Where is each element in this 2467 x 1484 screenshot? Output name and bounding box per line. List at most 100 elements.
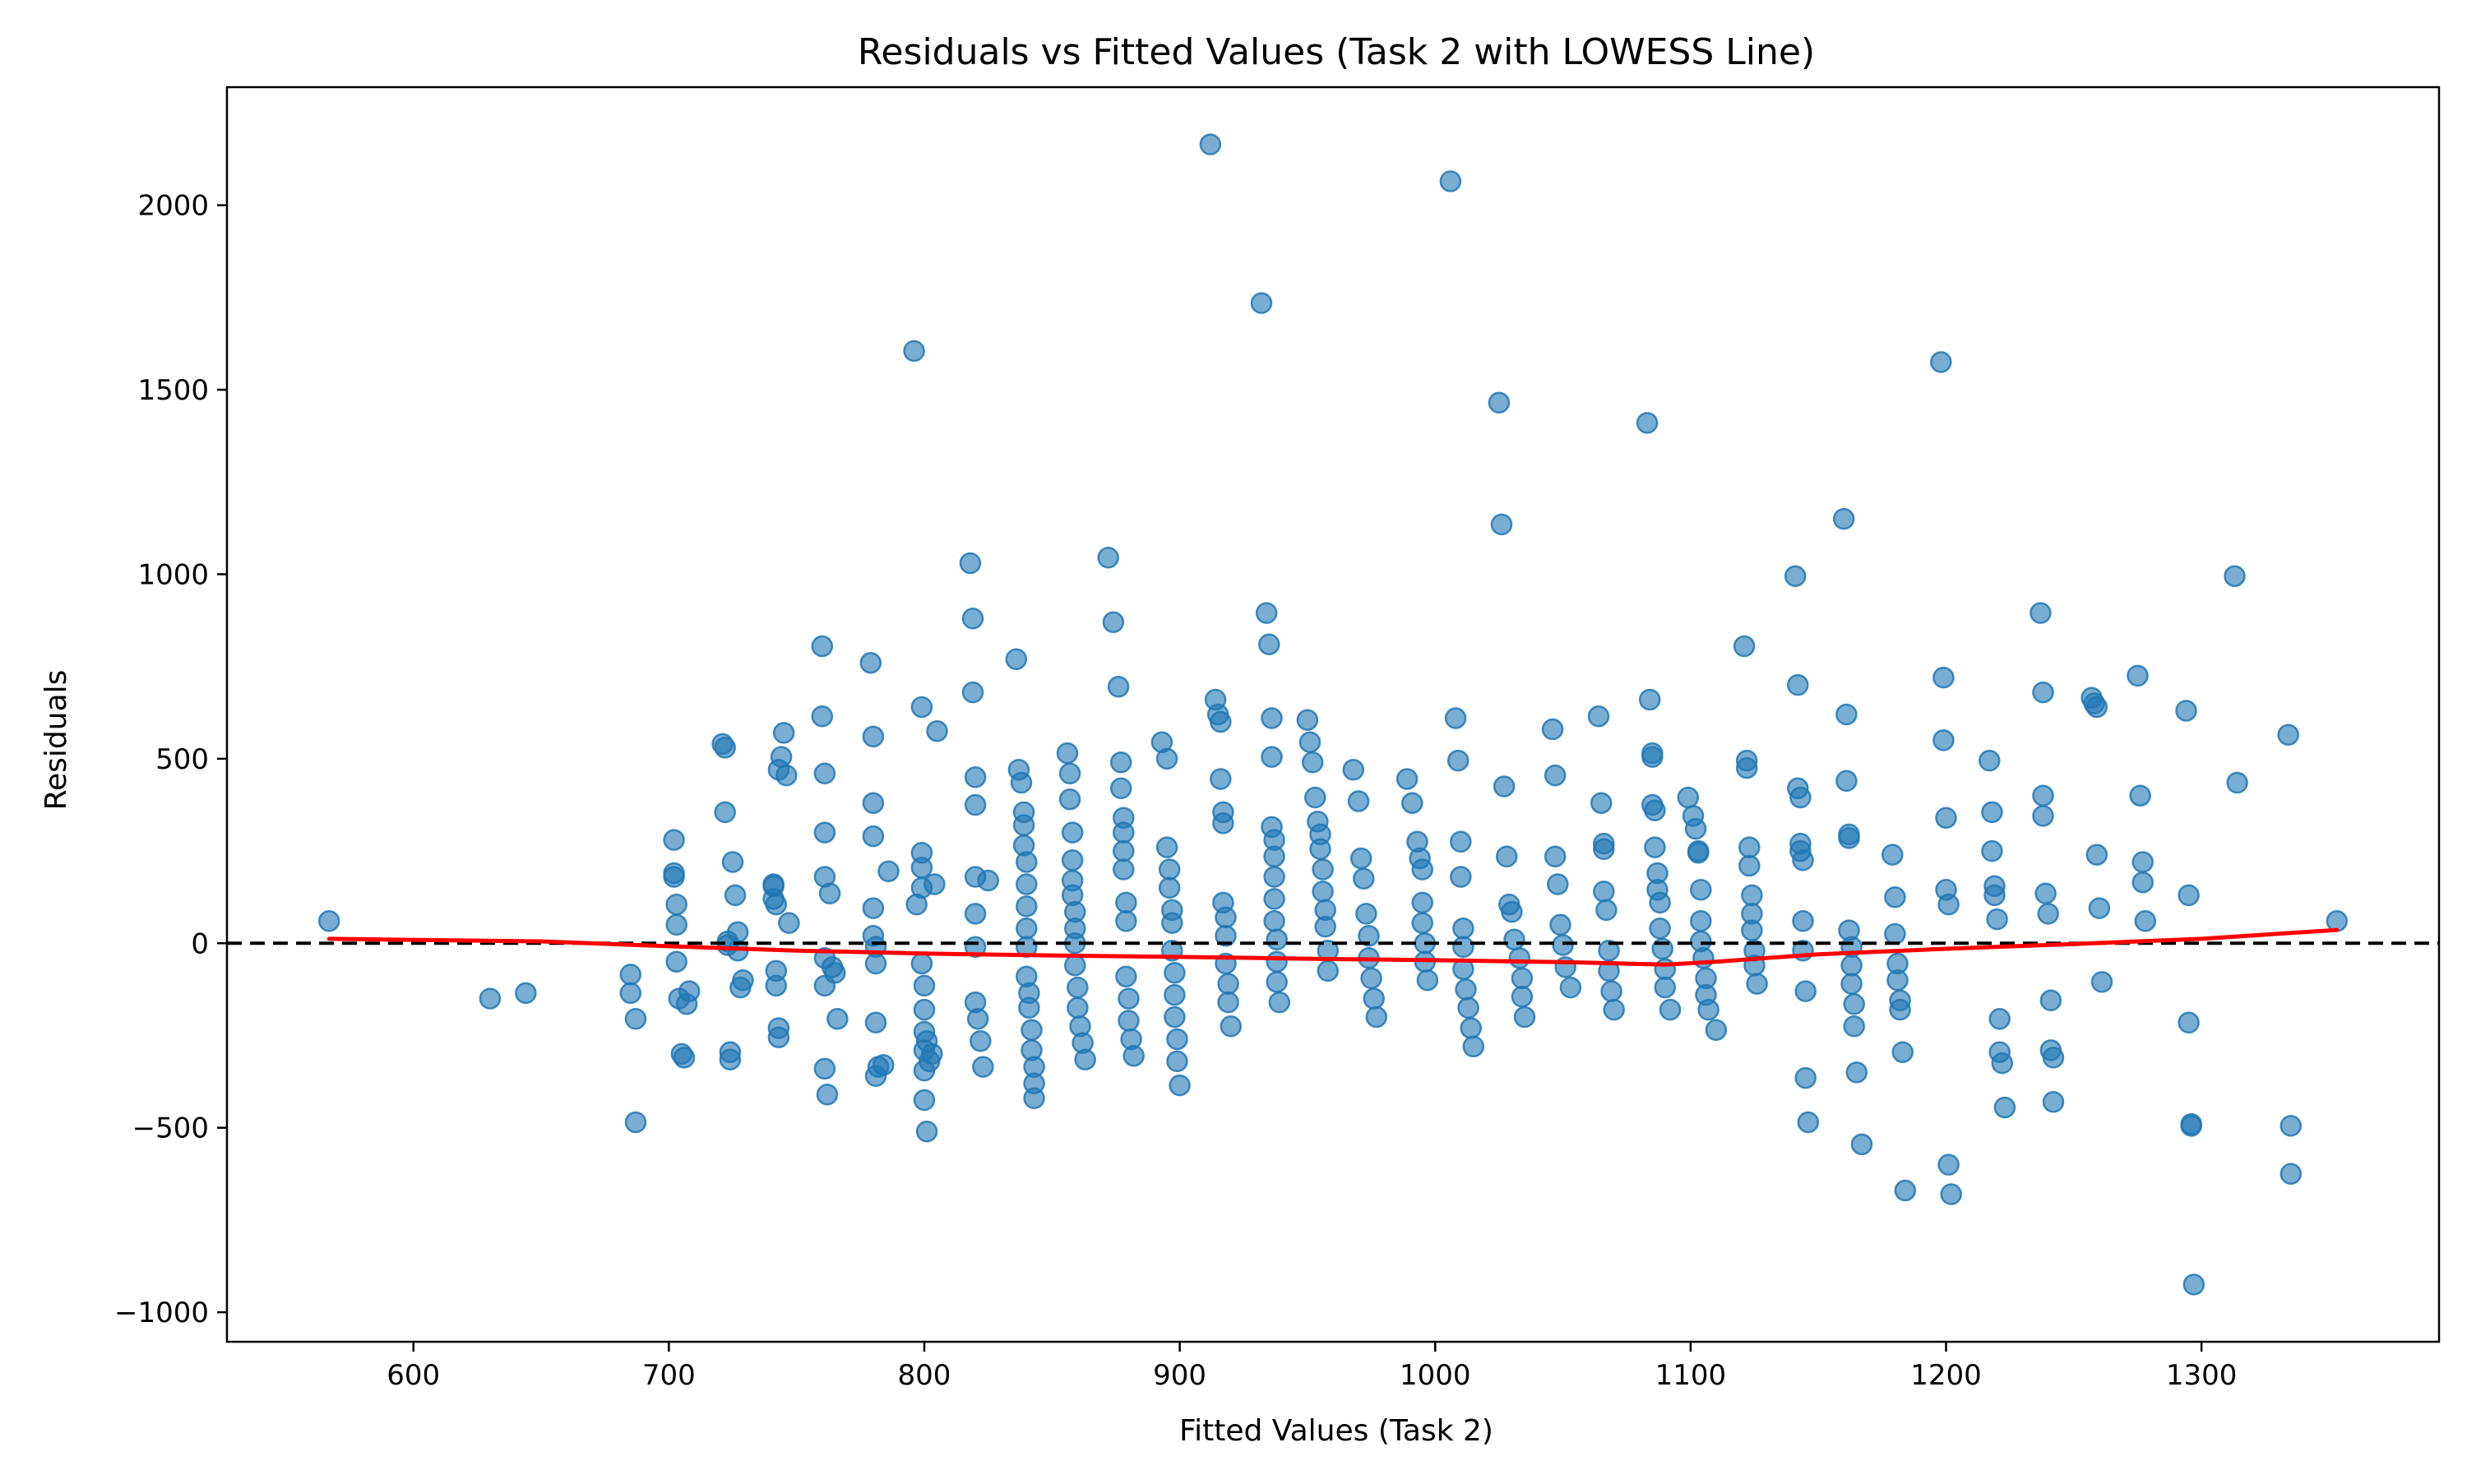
residual-point — [1493, 775, 1516, 797]
residual-point — [726, 921, 749, 944]
residual-point — [1263, 845, 1285, 868]
residual-point — [1210, 768, 1232, 790]
residual-point — [1457, 996, 1479, 1019]
residual-point — [1789, 786, 1812, 809]
residual-point — [1166, 1050, 1188, 1073]
residual-point — [1016, 918, 1038, 940]
residual-point — [1794, 1066, 1817, 1089]
residual-point — [1217, 991, 1239, 1014]
residual-point — [1690, 878, 1712, 901]
residual-point — [903, 340, 925, 363]
residual-point — [1544, 764, 1567, 787]
y-tick-label: 2000 — [137, 190, 209, 223]
residual-point — [2175, 700, 2197, 722]
residual-point — [665, 893, 687, 916]
residual-point — [2182, 1274, 2205, 1296]
y-tick-label: 1000 — [137, 558, 209, 591]
residual-point — [1644, 836, 1666, 858]
residual-point — [765, 974, 788, 997]
residual-point — [1263, 910, 1285, 932]
residual-point — [921, 1042, 943, 1066]
residual-point — [2224, 565, 2246, 587]
lowess-curve — [326, 927, 2340, 967]
residual-point — [1016, 873, 1038, 895]
residual-point — [624, 1008, 647, 1030]
chart-title: Residuals vs Fitted Values (Task 2 with … — [858, 31, 1815, 73]
residual-point — [663, 829, 685, 851]
residual-point — [816, 1084, 839, 1106]
residual-point — [1593, 838, 1615, 861]
residual-point — [721, 851, 744, 873]
residual-point — [2032, 805, 2054, 827]
residual-point — [1268, 991, 1291, 1014]
scatter-points — [317, 133, 2349, 1296]
residual-point — [1304, 786, 1326, 809]
residual-point — [1122, 1044, 1145, 1067]
residual-point — [1787, 673, 1809, 696]
residual-point — [1263, 888, 1285, 910]
x-tick-label: 1200 — [1910, 1359, 1982, 1392]
residual-point — [864, 952, 887, 975]
residual-point — [1212, 812, 1234, 834]
residual-point — [1488, 391, 1511, 414]
residual-point — [1349, 847, 1372, 870]
residual-point — [966, 1008, 989, 1030]
residual-point — [1118, 987, 1140, 1010]
residual-point — [1792, 849, 1814, 871]
residual-point — [2085, 844, 2108, 866]
residual-point — [732, 969, 754, 992]
residual-point — [1654, 958, 1677, 980]
residual-point — [772, 722, 795, 744]
residual-point — [1158, 858, 1181, 881]
residual-point — [1113, 821, 1135, 844]
residual-point — [1298, 731, 1321, 753]
residual-point — [1309, 838, 1331, 861]
x-tick-label: 800 — [898, 1359, 951, 1392]
residual-point — [2178, 884, 2200, 907]
residual-point — [1784, 565, 1807, 587]
residual-point — [1067, 976, 1089, 999]
residual-point — [826, 1008, 849, 1030]
residual-point — [915, 1120, 938, 1143]
y-axis-ticks: −1000 −500 0 500 1000 1500 2000 — [114, 190, 227, 1329]
residual-point — [1891, 1041, 1914, 1063]
residual-point — [2280, 1163, 2303, 1186]
residual-point — [970, 1029, 992, 1052]
residual-point — [813, 1057, 836, 1080]
residual-point — [2134, 910, 2157, 932]
residual-point — [1845, 1061, 1868, 1084]
residual-point — [1058, 762, 1081, 785]
residual-point — [724, 884, 747, 907]
residual-point — [1983, 884, 2006, 907]
residual-point — [2280, 1115, 2303, 1137]
residual-point — [1365, 1006, 1388, 1029]
residual-point — [2032, 681, 2054, 704]
x-axis-ticks: 600 700 800 900 1000 1100 1200 1300 — [386, 1342, 2237, 1392]
residual-point — [2226, 771, 2248, 794]
residual-point — [964, 766, 987, 788]
residual-point — [1889, 998, 1911, 1021]
residual-point — [824, 961, 846, 984]
residual-point — [1549, 913, 1571, 936]
residual-point — [2090, 971, 2113, 993]
residual-point — [1109, 777, 1132, 800]
residual-point — [1312, 858, 1334, 881]
residual-point — [1843, 993, 1865, 1015]
residual-point — [1169, 1074, 1191, 1097]
residual-point — [1932, 729, 1955, 751]
residual-point — [1993, 1096, 2016, 1119]
residual-point — [719, 1048, 742, 1070]
residual-point — [910, 857, 933, 879]
residual-point — [1061, 849, 1084, 871]
residual-point — [1164, 961, 1186, 984]
residual-point — [1981, 839, 2003, 862]
residual-point — [1312, 881, 1334, 903]
residual-point — [1654, 976, 1677, 999]
residual-point — [1164, 983, 1186, 1006]
residual-point — [1439, 170, 1462, 192]
residual-point — [1266, 928, 1288, 951]
residual-point — [1641, 746, 1664, 768]
residual-point — [1508, 946, 1531, 969]
residual-point — [877, 860, 900, 883]
x-tick-label: 900 — [1153, 1359, 1206, 1392]
